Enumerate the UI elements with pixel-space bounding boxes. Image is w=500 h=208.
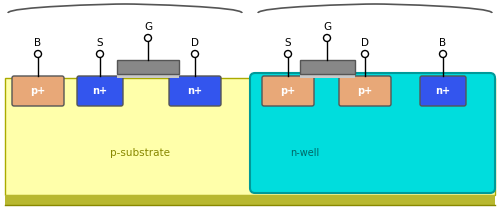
Text: B: B (440, 37, 446, 47)
Bar (117, 60, 179, 74)
FancyBboxPatch shape (77, 76, 123, 106)
Text: n+: n+ (188, 86, 202, 96)
Bar (117, 74, 179, 78)
Circle shape (192, 51, 198, 57)
Circle shape (144, 35, 152, 42)
Circle shape (284, 51, 292, 57)
Circle shape (362, 51, 368, 57)
Text: p+: p+ (358, 86, 372, 96)
Circle shape (440, 51, 446, 57)
Circle shape (34, 51, 42, 57)
Bar (300, 60, 354, 74)
Text: n+: n+ (436, 86, 450, 96)
FancyBboxPatch shape (169, 76, 221, 106)
Text: B: B (34, 37, 42, 47)
Circle shape (324, 35, 330, 42)
Text: PMOS: PMOS (354, 0, 396, 1)
Text: S: S (96, 37, 103, 47)
Text: n+: n+ (92, 86, 108, 96)
Circle shape (96, 51, 103, 57)
Bar (5, 195, 495, 205)
Text: p-substrate: p-substrate (110, 148, 170, 158)
FancyBboxPatch shape (12, 76, 64, 106)
Text: G: G (323, 21, 331, 31)
Text: n-well: n-well (290, 148, 320, 158)
FancyBboxPatch shape (250, 73, 495, 193)
Bar (300, 74, 354, 78)
Bar (5, 78, 495, 195)
Text: p+: p+ (30, 86, 46, 96)
FancyBboxPatch shape (339, 76, 391, 106)
Text: S: S (284, 37, 292, 47)
Text: D: D (191, 37, 199, 47)
Text: G: G (144, 21, 152, 31)
Text: D: D (361, 37, 369, 47)
Text: NMOS: NMOS (104, 0, 146, 1)
Text: p+: p+ (280, 86, 295, 96)
FancyBboxPatch shape (262, 76, 314, 106)
FancyBboxPatch shape (420, 76, 466, 106)
